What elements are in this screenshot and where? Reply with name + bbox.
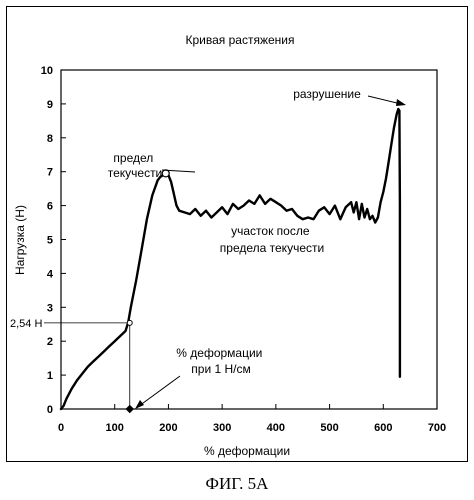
x-tick-label: 400 <box>267 422 285 434</box>
y-axis: 0 1 2 3 4 5 6 7 8 9 10 <box>41 65 66 416</box>
figure-frame <box>6 6 468 462</box>
annotation-yield-arrow <box>161 169 196 173</box>
y-axis-label: Нагрузка (Н) <box>13 205 27 275</box>
annotation-yield: предел текучести <box>108 151 163 180</box>
x-tick-label: 0 <box>58 422 64 434</box>
y-tick-label: 10 <box>41 65 53 77</box>
series-line-tensile-curve <box>59 107 402 411</box>
y-tick-label: 1 <box>47 370 53 382</box>
x-tick-label: 300 <box>213 422 231 434</box>
x-tick-label: 200 <box>159 422 177 434</box>
x-axis-label: % деформации <box>204 444 290 458</box>
y-tick-label: 2 <box>47 336 53 348</box>
y-tick-label: 0 <box>47 404 53 416</box>
annotation-post-yield: участок после предела текучести <box>220 224 324 255</box>
y-tick-label: 4 <box>47 268 54 280</box>
y-tick-label: 6 <box>47 201 53 213</box>
annotation-rupture-arrowhead <box>396 99 406 106</box>
chart-title: Кривая растяжения <box>186 33 295 47</box>
annotation-rupture-arrow <box>367 95 402 105</box>
x-tick-label: 700 <box>428 422 446 434</box>
annotation-deformation-arrowhead <box>135 400 144 409</box>
annotation-deformation-arrow <box>138 375 181 407</box>
y-tick-label: 3 <box>47 302 53 314</box>
reference-point-marker <box>126 319 133 326</box>
y-tick-label: 8 <box>47 133 53 145</box>
x-tick-label: 600 <box>374 422 392 434</box>
chart: Кривая растяжения 0 1 2 3 4 5 6 7 8 9 10 0 100 200 30… <box>10 33 446 458</box>
y-tick-label: 7 <box>47 167 53 179</box>
reference-label-load: 2,54 Н <box>10 318 42 330</box>
deformation-point-marker <box>125 404 134 414</box>
annotation-deformation: % деформации при 1 Н/см <box>176 346 265 376</box>
figure-caption: ФИГ. 5A <box>205 474 269 493</box>
annotation-rupture: разрушение <box>293 87 361 101</box>
x-tick-label: 100 <box>106 422 124 434</box>
y-tick-label: 9 <box>47 99 53 111</box>
y-tick-label: 5 <box>47 235 53 247</box>
x-axis: 0 100 200 300 400 500 600 700 <box>58 404 446 434</box>
yield-point-marker <box>161 169 170 178</box>
x-tick-label: 500 <box>320 422 338 434</box>
